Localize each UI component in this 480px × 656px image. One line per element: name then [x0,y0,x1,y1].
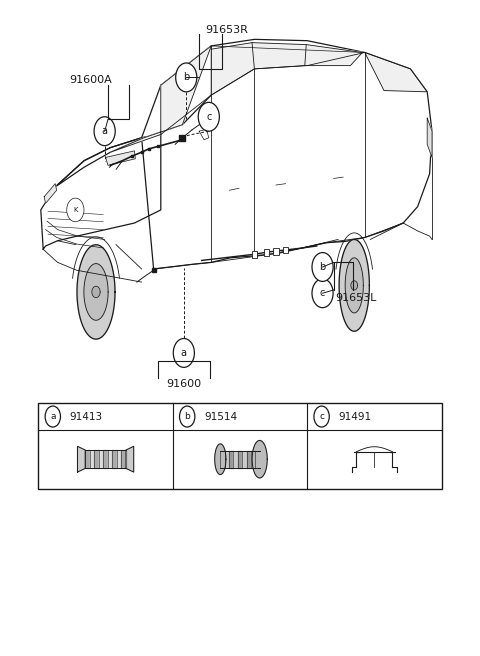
Text: c: c [319,412,324,421]
Text: K: K [73,207,78,213]
Circle shape [67,198,84,222]
Text: b: b [184,412,190,421]
Circle shape [314,406,329,427]
Polygon shape [305,45,362,66]
Polygon shape [238,451,242,468]
Text: c: c [320,288,325,298]
Polygon shape [252,43,306,69]
Circle shape [173,338,194,367]
Polygon shape [44,184,57,203]
Polygon shape [365,52,427,92]
Bar [252,251,257,258]
Bar [273,248,279,255]
Polygon shape [345,258,363,313]
Polygon shape [233,451,238,468]
Text: 91653R: 91653R [205,24,248,35]
Polygon shape [90,450,94,468]
Bar [264,249,269,256]
Polygon shape [142,39,432,269]
Polygon shape [255,451,260,468]
Text: a: a [181,348,187,358]
Text: 91514: 91514 [204,411,237,422]
Circle shape [180,406,195,427]
Polygon shape [85,450,90,468]
Polygon shape [252,440,267,478]
Polygon shape [339,239,369,331]
Polygon shape [229,451,233,468]
Circle shape [312,279,333,308]
Polygon shape [251,451,255,468]
Polygon shape [106,151,135,165]
Polygon shape [110,46,211,152]
Polygon shape [220,451,225,468]
Circle shape [176,63,197,92]
Text: c: c [206,112,212,122]
Polygon shape [126,446,133,472]
Text: a: a [50,412,56,421]
Polygon shape [78,446,85,472]
Polygon shape [225,451,229,468]
Polygon shape [103,450,108,468]
Text: a: a [102,126,108,136]
Polygon shape [94,450,99,468]
Polygon shape [84,264,108,320]
Polygon shape [351,281,358,290]
Polygon shape [55,46,211,187]
Polygon shape [117,450,121,468]
Polygon shape [92,286,100,298]
Polygon shape [77,245,115,339]
Circle shape [198,102,219,131]
Polygon shape [99,450,103,468]
Polygon shape [215,444,226,474]
Circle shape [312,253,333,281]
Circle shape [94,117,115,146]
Polygon shape [121,450,126,468]
Text: 91491: 91491 [338,411,372,422]
Polygon shape [211,43,254,95]
Text: 91600: 91600 [166,379,202,389]
Text: 91413: 91413 [70,411,103,422]
Text: 91600A: 91600A [69,75,112,85]
Polygon shape [247,451,251,468]
Text: b: b [183,72,190,83]
Bar [283,247,288,253]
Polygon shape [199,129,209,140]
Text: 91653L: 91653L [336,293,377,304]
Text: b: b [319,262,326,272]
Circle shape [45,406,60,427]
Bar [38,403,442,489]
Polygon shape [427,118,432,157]
Polygon shape [112,450,117,468]
Polygon shape [242,451,247,468]
Polygon shape [108,450,112,468]
Polygon shape [41,134,161,249]
